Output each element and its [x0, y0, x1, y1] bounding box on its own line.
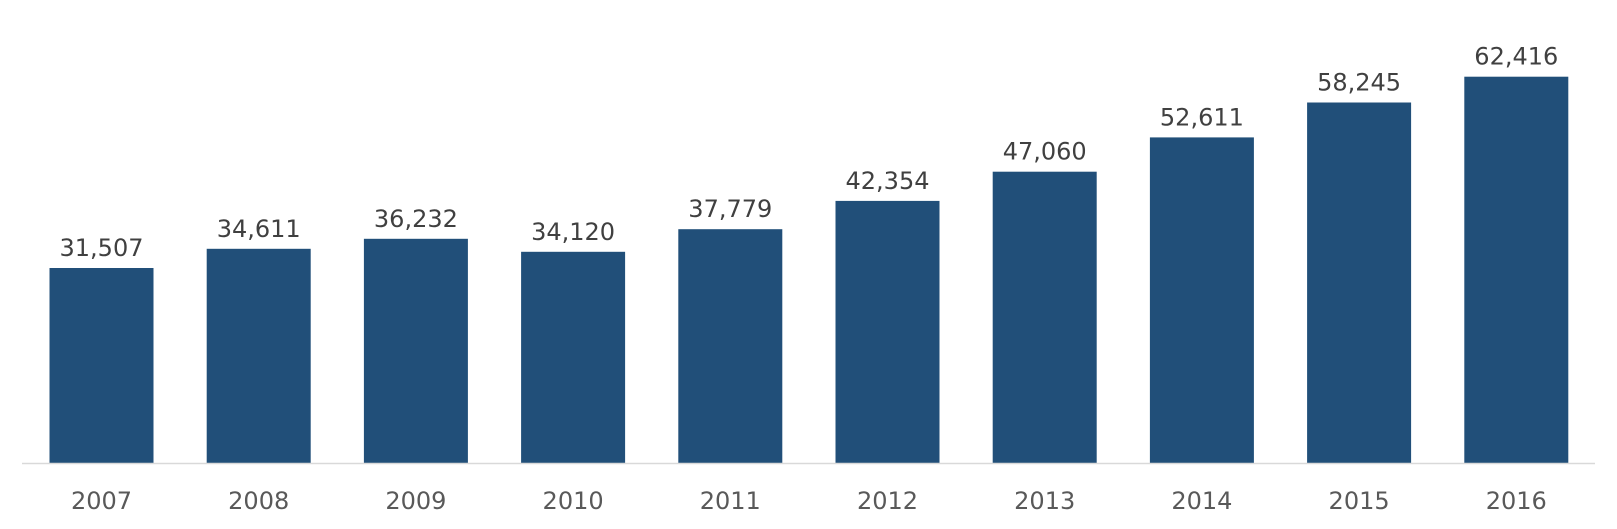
value-label-2016: 62,416 [1474, 43, 1558, 71]
value-label-2015: 58,245 [1317, 69, 1401, 97]
value-label-2009: 36,232 [374, 205, 458, 233]
x-tick-label-2015: 2015 [1329, 487, 1390, 515]
value-label-2012: 42,354 [846, 167, 930, 195]
x-tick-label-2013: 2013 [1014, 487, 1075, 515]
x-tick-label-2016: 2016 [1486, 487, 1547, 515]
x-tick-labels-layer: 2007 2008 2009 2010 2011 2012 2013 2014 2015 2016 [71, 487, 1547, 515]
bar-2010 [521, 251, 626, 463]
bar-2014 [1149, 137, 1254, 463]
bar-2007 [49, 268, 154, 463]
value-labels-layer: 31,507 34,611 36,232 34,120 37,779 42,354 47,0… [60, 43, 1559, 262]
value-label-2007: 31,507 [60, 234, 144, 262]
value-label-2011: 37,779 [688, 195, 772, 223]
bar-2016 [1464, 76, 1569, 463]
bar-2009 [363, 238, 468, 463]
bars-layer [49, 76, 1569, 463]
bar-2011 [678, 229, 783, 463]
value-label-2008: 34,611 [217, 215, 301, 243]
bar-2015 [1307, 102, 1412, 463]
bar-2008 [206, 248, 311, 463]
x-tick-label-2009: 2009 [385, 487, 446, 515]
value-label-2010: 34,120 [531, 218, 615, 246]
x-tick-label-2010: 2010 [543, 487, 604, 515]
value-label-2013: 47,060 [1003, 138, 1087, 166]
value-label-2014: 52,611 [1160, 103, 1244, 131]
x-tick-label-2011: 2011 [700, 487, 761, 515]
x-tick-label-2014: 2014 [1171, 487, 1232, 515]
x-tick-label-2008: 2008 [228, 487, 289, 515]
bar-2013 [992, 171, 1097, 463]
bar-2012 [835, 200, 940, 463]
x-tick-label-2007: 2007 [71, 487, 132, 515]
x-tick-label-2012: 2012 [857, 487, 918, 515]
